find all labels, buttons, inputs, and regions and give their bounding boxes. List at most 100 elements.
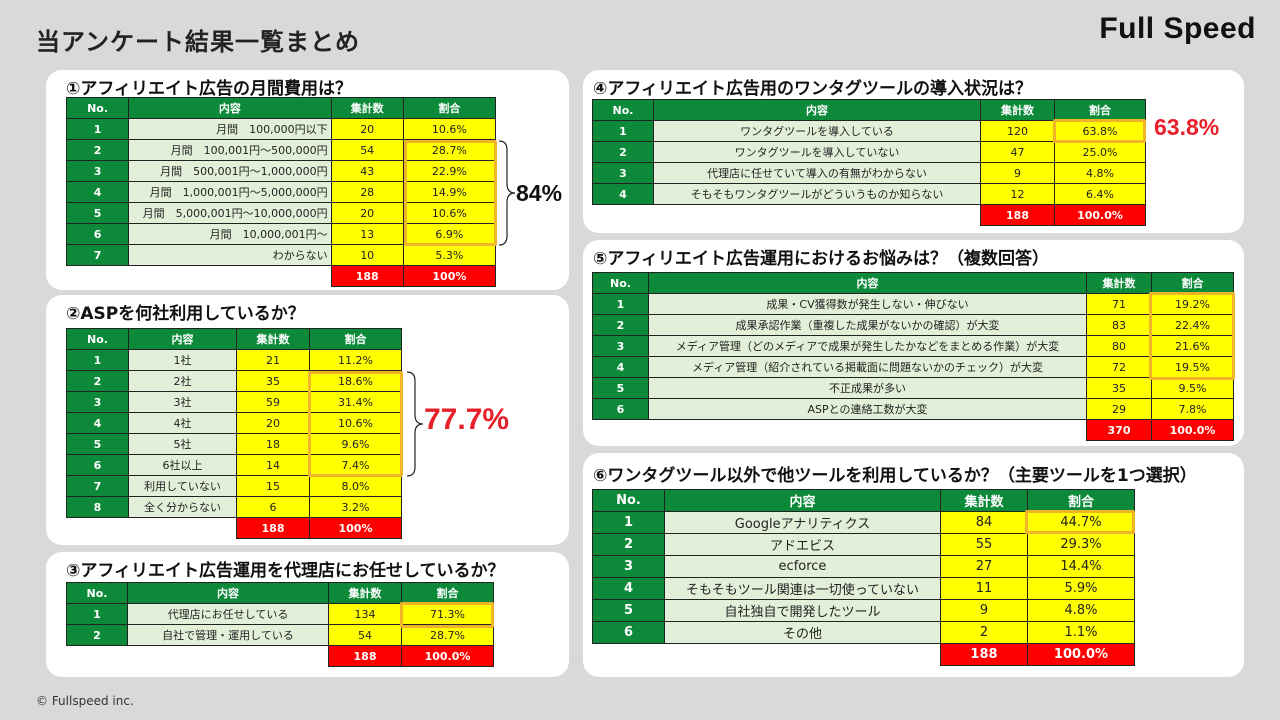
row-percent: 6.9%	[402, 223, 497, 245]
table-row: 6 ASPとの連絡工数が大変 29 7.8%	[592, 398, 1234, 420]
callout-q4: 63.8%	[1154, 114, 1220, 140]
row-number: 2	[592, 314, 649, 336]
table-q6: No. 内容 集計数 割合 1 Googleアナリティクス 84 44.7% 2 アドエビス 55 2…	[592, 489, 1135, 666]
row-label: メディア管理（紹介されている掲載面に問題ないかのチェック）が大変	[648, 356, 1087, 378]
table-header-row: No. 内容 集計数 割合	[66, 328, 402, 350]
table-total-row: 188 100.0%	[67, 645, 494, 667]
row-percent: 19.2%	[1151, 293, 1234, 315]
table-row: 2 ワンタグツールを導入していない 47 25.0%	[592, 141, 1146, 163]
header-content: 内容	[664, 489, 941, 512]
row-percent: 10.6%	[402, 118, 497, 140]
header-percent: 割合	[1027, 489, 1135, 512]
row-number: 6	[592, 621, 665, 644]
row-number: 4	[65, 181, 130, 203]
table-row: 6 6社以上 14 7.4%	[66, 454, 402, 476]
header-count: 集計数	[940, 489, 1028, 512]
table-total-row: 188 100%	[67, 517, 402, 539]
row-count: 20	[330, 118, 404, 140]
header-content: 内容	[653, 99, 981, 121]
table-row: 4 4社 20 10.6%	[66, 412, 402, 434]
row-label: 月間 100,001円〜500,000円	[128, 139, 332, 161]
row-label: 6社以上	[128, 454, 237, 476]
row-label: 成果・CV獲得数が発生しない・伸びない	[648, 293, 1087, 315]
row-label: その他	[664, 621, 941, 644]
panel-title-q5: ⑤アフィリエイト広告運用におけるお悩みは？（複数回答）	[593, 249, 1050, 269]
panel-q2: ②ASPを何社利用しているか？ No. 内容 集計数 割合 1 1社 21 11.2% 2 2社 3…	[46, 295, 569, 545]
row-label: 月間 10,000,001円〜	[128, 223, 332, 245]
row-percent: 44.7%	[1027, 511, 1135, 534]
row-count: 13	[330, 223, 404, 245]
total-percent: 100%	[402, 265, 497, 287]
total-count: 370	[1086, 419, 1152, 441]
row-count: 20	[330, 202, 404, 224]
table-header-row: No. 内容 集計数 割合	[65, 97, 497, 119]
row-number: 2	[592, 533, 665, 556]
header-percent: 割合	[1054, 99, 1146, 121]
row-number: 6	[66, 454, 129, 476]
table-row: 4 そもそもツール関連は一切使っていない 11 5.9%	[592, 577, 1135, 600]
row-count: 18	[236, 433, 310, 455]
table-total-row: 188 100.0%	[593, 643, 1135, 666]
table-row: 7 利用していない 15 8.0%	[66, 475, 402, 497]
row-percent: 5.3%	[402, 244, 497, 266]
row-percent: 14.9%	[402, 181, 497, 203]
row-label: 全く分からない	[128, 496, 237, 518]
table-row: 2 自社で管理・運用している 54 28.7%	[66, 624, 494, 646]
total-percent: 100.0%	[401, 645, 494, 667]
row-number: 6	[65, 223, 130, 245]
total-spacer	[649, 420, 1087, 441]
row-count: 15	[236, 475, 310, 497]
row-label: 月間 100,000円以下	[128, 118, 332, 140]
row-label: 自社独自で開発したツール	[664, 599, 941, 622]
table-row: 5 月間 5,000,001円〜10,000,000円 20 10.6%	[65, 202, 497, 224]
row-label: 利用していない	[128, 475, 237, 497]
row-number: 2	[592, 141, 654, 163]
table-row: 1 成果・CV獲得数が発生しない・伸びない 71 19.2%	[592, 293, 1234, 315]
row-count: 11	[940, 577, 1028, 600]
row-count: 54	[328, 624, 402, 646]
row-count: 59	[236, 391, 310, 413]
table-q4-body: No. 内容 集計数 割合 1 ワンタグツールを導入している 120 63.8% 2 ワンタグツー…	[592, 99, 1146, 226]
total-spacer	[593, 420, 649, 441]
row-percent: 1.1%	[1027, 621, 1135, 644]
table-q1: No. 内容 集計数 割合 1 月間 100,000円以下 20 10.6% 2 月間 100,0…	[65, 97, 497, 287]
total-count: 188	[328, 645, 402, 667]
row-percent: 4.8%	[1027, 599, 1135, 622]
total-percent: 100.0%	[1054, 204, 1146, 226]
row-label: 代理店にお任せしている	[127, 603, 329, 625]
brace-q2	[406, 371, 424, 477]
panel-title-q2: ②ASPを何社利用しているか？	[66, 304, 305, 324]
table-row: 2 2社 35 18.6%	[66, 370, 402, 392]
table-row: 2 アドエビス 55 29.3%	[592, 533, 1135, 556]
table-row: 1 1社 21 11.2%	[66, 349, 402, 371]
total-spacer	[128, 646, 329, 667]
table-row: 3 3社 59 31.4%	[66, 391, 402, 413]
table-row: 2 成果承認作業（重複した成果がないかの確認）が大変 83 22.4%	[592, 314, 1234, 336]
total-spacer	[654, 205, 981, 226]
row-percent: 3.2%	[309, 496, 402, 518]
row-number: 5	[66, 433, 129, 455]
row-number: 2	[66, 624, 128, 646]
row-number: 2	[66, 370, 129, 392]
header-no: No.	[65, 97, 130, 119]
header-percent: 割合	[401, 582, 494, 604]
row-count: 20	[236, 412, 310, 434]
row-label: ASPとの連絡工数が大変	[648, 398, 1087, 420]
row-count: 21	[236, 349, 310, 371]
table-row: 3 代理店に任せていて導入の有無がわからない 9 4.8%	[592, 162, 1146, 184]
total-spacer	[129, 266, 331, 287]
table-row: 4 そもそもワンタグツールがどういうものか知らない 12 6.4%	[592, 183, 1146, 205]
panel-title-q3: ③アフィリエイト広告運用を代理店にお任せしているか？	[66, 561, 505, 581]
row-count: 35	[236, 370, 310, 392]
row-percent: 10.6%	[402, 202, 497, 224]
row-number: 3	[65, 160, 130, 182]
panel-q3: ③アフィリエイト広告運用を代理店にお任せしているか？ No. 内容 集計数 割合 1 代理…	[46, 552, 569, 677]
row-percent: 8.0%	[309, 475, 402, 497]
panel-q4: ④アフィリエイト広告用のワンタグツールの導入状況は？ No. 内容 集計数 割合 1 ワン…	[583, 70, 1244, 233]
row-number: 7	[66, 475, 129, 497]
total-spacer	[665, 644, 941, 666]
total-count: 188	[940, 643, 1028, 666]
header-percent: 割合	[1151, 272, 1234, 294]
row-percent: 18.6%	[309, 370, 402, 392]
row-count: 9	[940, 599, 1028, 622]
